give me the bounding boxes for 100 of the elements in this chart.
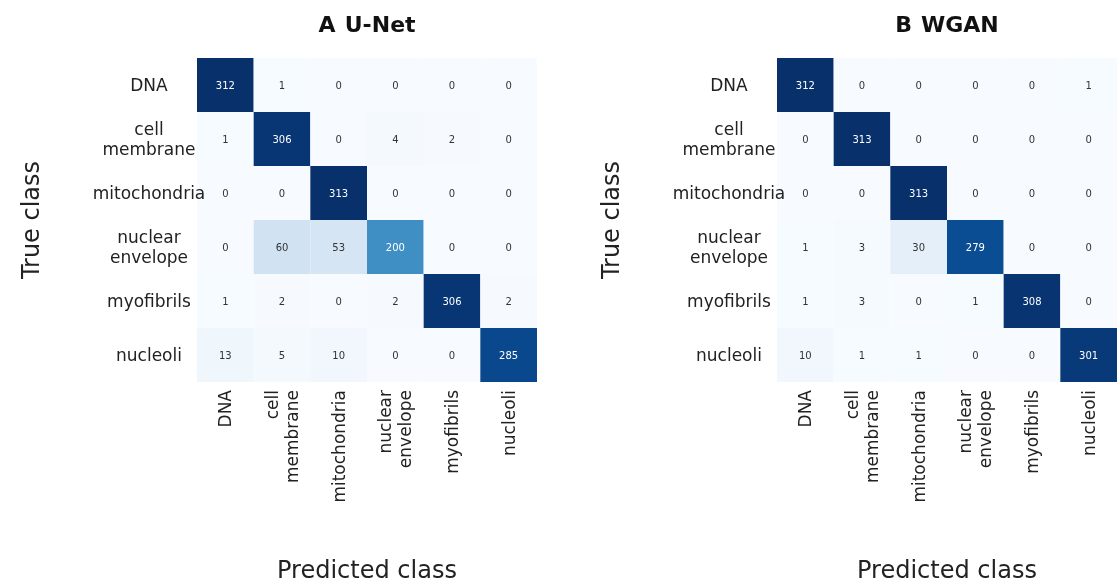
data-label: 301 — [1079, 349, 1099, 361]
x-tick-label: DNA — [795, 389, 816, 428]
data-label: 0 — [505, 79, 512, 91]
data-label: 0 — [1028, 241, 1036, 253]
chart-title: A U-Net — [318, 12, 417, 37]
data-label: 0 — [505, 241, 512, 253]
data-label: 1 — [222, 133, 229, 145]
data-label: 306 — [272, 133, 292, 145]
data-label: 313 — [329, 187, 349, 199]
data-label: 1 — [802, 295, 809, 307]
data-label: 0 — [392, 187, 399, 199]
data-label: 0 — [448, 187, 456, 199]
x-axis-title: Predicted class — [277, 556, 457, 584]
data-label: 0 — [802, 133, 809, 145]
x-tick-label: cell membrane — [842, 390, 882, 484]
data-label: 1 — [915, 349, 922, 361]
data-label: 306 — [442, 295, 462, 307]
chart-title: B WGAN — [895, 12, 999, 37]
data-label: 0 — [802, 187, 809, 199]
data-label: 1 — [858, 349, 866, 361]
data-label: 0 — [335, 133, 342, 145]
data-label: 0 — [1085, 187, 1092, 199]
data-label: 3 — [858, 241, 866, 253]
data-label: 0 — [448, 79, 456, 91]
data-label: 0 — [972, 187, 979, 199]
data-label: 2 — [392, 295, 399, 307]
data-label: 1 — [278, 79, 286, 91]
data-label: 313 — [909, 187, 929, 199]
data-label: 30 — [912, 241, 926, 253]
data-label: 0 — [278, 187, 286, 199]
data-label: 313 — [852, 133, 872, 145]
y-tick-label: DNA — [710, 75, 749, 95]
data-label: 0 — [222, 241, 229, 253]
data-label: 2 — [448, 133, 456, 145]
data-label: 53 — [332, 241, 346, 253]
data-label: 1 — [1085, 79, 1092, 91]
data-label: 60 — [275, 241, 289, 253]
data-label: 13 — [218, 349, 232, 361]
x-tick-label: mitochondria — [908, 390, 929, 503]
y-tick-label: nuclear envelope — [109, 227, 189, 267]
data-label: 0 — [505, 133, 512, 145]
data-label: 0 — [915, 79, 922, 91]
data-label: 0 — [972, 79, 979, 91]
y-tick-label: nuclear envelope — [689, 227, 769, 267]
y-tick-label: cell membrane — [682, 119, 776, 159]
y-axis-title: True class — [17, 160, 45, 281]
data-label: 3 — [858, 295, 866, 307]
x-tick-label: DNA — [215, 389, 236, 428]
data-label: 0 — [1028, 79, 1036, 91]
y-tick-label: cell membrane — [102, 119, 196, 159]
data-label: 0 — [448, 241, 456, 253]
data-label: 2 — [505, 295, 512, 307]
y-tick-label: mitochondria — [92, 183, 206, 203]
y-tick-label: nucleoli — [116, 345, 182, 365]
data-label: 1 — [222, 295, 229, 307]
data-label: 0 — [448, 349, 456, 361]
x-tick-label: nucleoli — [1078, 390, 1099, 456]
data-label: 285 — [499, 349, 519, 361]
data-label: 0 — [505, 187, 512, 199]
data-label: 0 — [335, 79, 342, 91]
y-axis-title: True class — [597, 160, 625, 281]
x-tick-label: cell membrane — [262, 390, 302, 484]
data-label: 10 — [332, 349, 346, 361]
y-tick-label: DNA — [130, 75, 169, 95]
x-axis-title: Predicted class — [857, 556, 1037, 584]
data-label: 312 — [795, 79, 815, 91]
data-label: 1 — [972, 295, 979, 307]
data-label: 0 — [1085, 133, 1092, 145]
data-label: 0 — [1085, 295, 1092, 307]
data-label: 2 — [278, 295, 286, 307]
data-label: 0 — [858, 79, 866, 91]
data-label: 0 — [392, 349, 399, 361]
data-label: 279 — [965, 241, 985, 253]
data-label: 0 — [1085, 241, 1092, 253]
data-label: 0 — [972, 133, 979, 145]
data-label: 200 — [385, 241, 405, 253]
y-tick-label: mitochondria — [672, 183, 786, 203]
data-label: 0 — [222, 187, 229, 199]
data-label: 0 — [392, 79, 399, 91]
data-label: 0 — [335, 295, 342, 307]
data-label: 0 — [1028, 187, 1036, 199]
x-tick-label: myofibrils — [1022, 389, 1042, 474]
data-label: 5 — [278, 349, 286, 361]
data-label: 4 — [392, 133, 399, 145]
x-tick-label: nucleoli — [498, 390, 519, 456]
data-label: 0 — [915, 133, 922, 145]
x-tick-label: myofibrils — [442, 389, 462, 474]
data-label: 10 — [798, 349, 812, 361]
y-tick-label: myofibrils — [687, 291, 772, 311]
x-tick-label: mitochondria — [328, 390, 349, 503]
data-label: 0 — [1028, 349, 1036, 361]
data-label: 0 — [915, 295, 922, 307]
y-tick-label: myofibrils — [107, 291, 192, 311]
data-label: 312 — [215, 79, 235, 91]
data-label: 1 — [802, 241, 809, 253]
data-label: 0 — [1028, 133, 1036, 145]
data-label: 0 — [858, 187, 866, 199]
data-label: 0 — [972, 349, 979, 361]
y-tick-label: nucleoli — [696, 345, 762, 365]
data-label: 308 — [1022, 295, 1042, 307]
